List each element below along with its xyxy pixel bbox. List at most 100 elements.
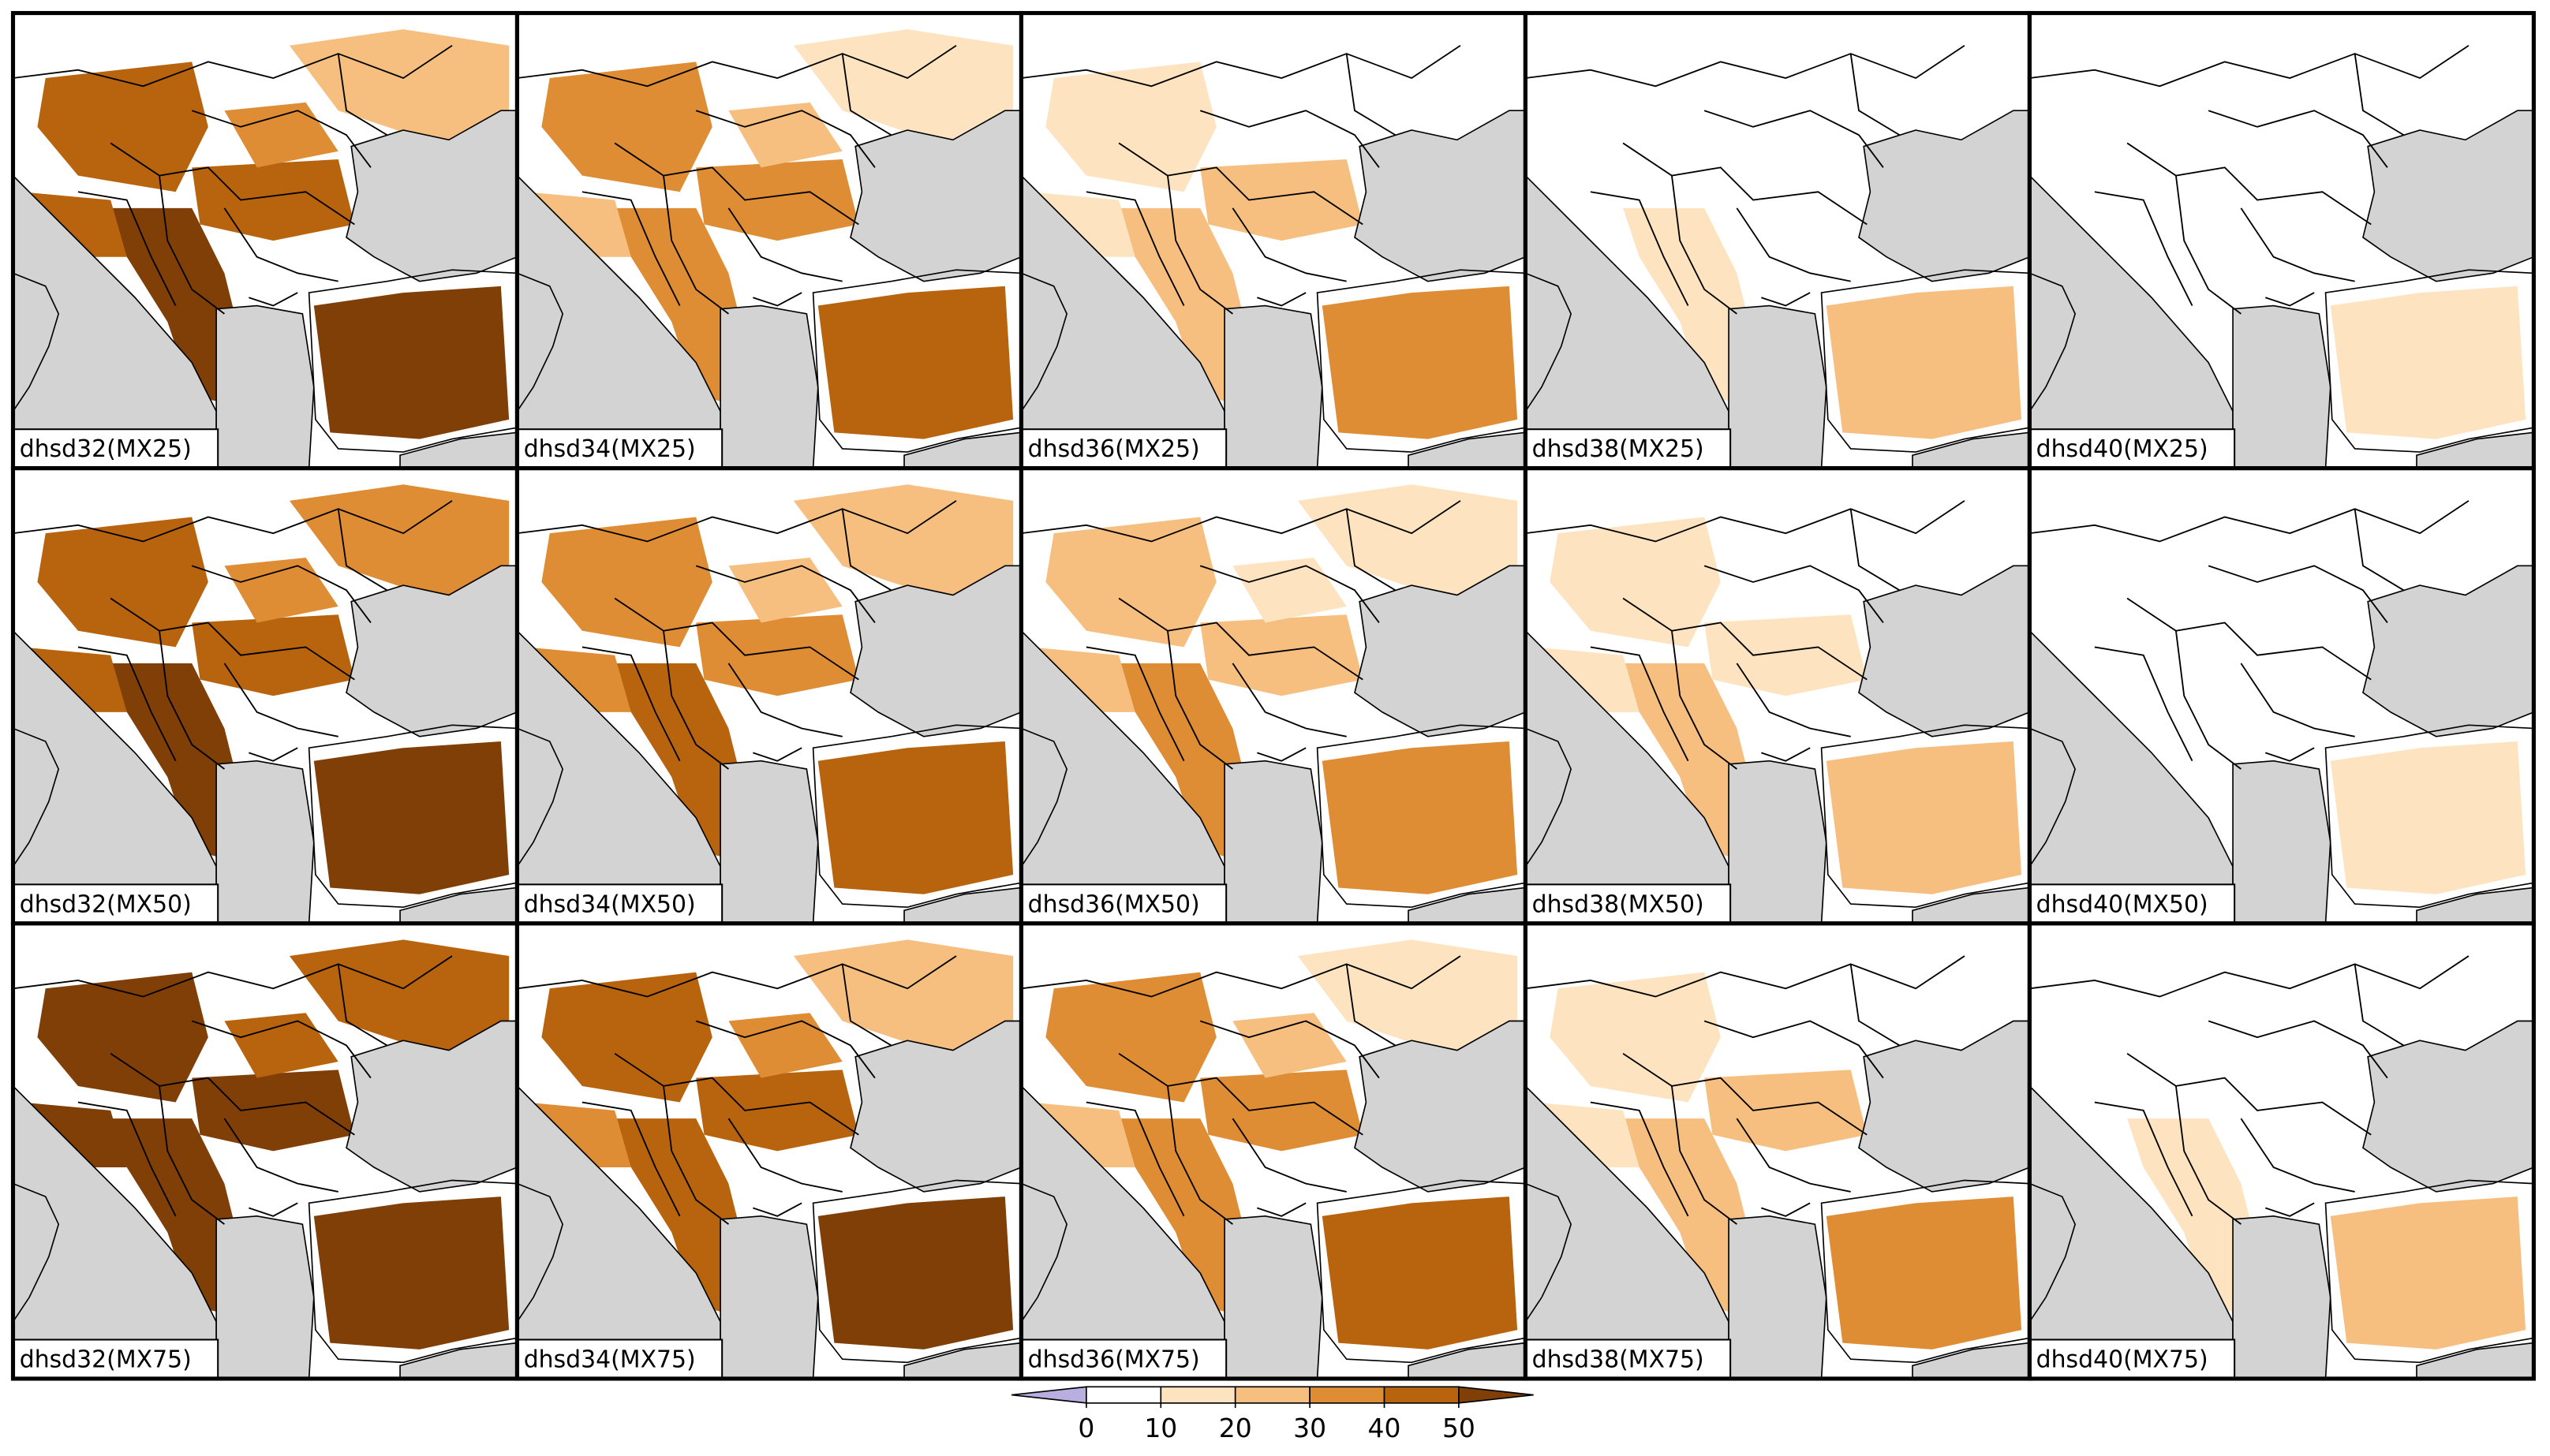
sea: [517, 629, 721, 924]
colorbar-tick-label: 10: [1144, 1413, 1177, 1443]
label-box: [12, 428, 219, 469]
hazard-area: [817, 741, 1014, 894]
panel-label: dhsd40(MX50): [2036, 890, 2208, 918]
country-border: [249, 747, 298, 762]
sea: [215, 304, 315, 469]
map-panel: dhsd38(MX25): [1523, 10, 2032, 471]
country-border: [159, 630, 226, 770]
coast: [308, 1179, 518, 1364]
coast: [1316, 1179, 1526, 1364]
colorbar-tick-label: 20: [1219, 1413, 1252, 1443]
coast: [2324, 269, 2534, 453]
country-border: [841, 53, 892, 136]
sea: [1525, 1085, 1729, 1379]
country-border: [517, 44, 957, 88]
hazard-area: [224, 102, 338, 168]
country-border: [841, 964, 892, 1047]
country-border: [614, 597, 859, 681]
hazard-area: [1297, 484, 1518, 599]
map-content: [517, 923, 1022, 1379]
country-border: [191, 110, 372, 168]
coast: [1820, 269, 2030, 453]
map-panel: dhsd38(MX50): [1523, 466, 2032, 926]
panel-label: dhsd36(MX75): [1028, 1346, 1200, 1374]
country-border: [2208, 110, 2388, 168]
label-box: [516, 428, 723, 469]
country-border: [1167, 1085, 1233, 1225]
hazard-area: [289, 484, 510, 599]
coast: [1021, 1182, 1068, 1323]
country-border: [2264, 292, 2315, 307]
panel-label: dhsd36(MX50): [1028, 890, 1200, 918]
country-border: [614, 142, 859, 226]
sea: [2029, 1085, 2234, 1379]
map-content: [13, 923, 518, 1379]
colorbar-tick-label: 40: [1368, 1413, 1401, 1443]
country-border: [727, 207, 843, 282]
coast: [2324, 1179, 2534, 1364]
sea: [1858, 110, 2030, 282]
country-border: [13, 955, 453, 998]
coast: [308, 269, 518, 453]
sea: [850, 1020, 1022, 1193]
country-border: [663, 175, 729, 315]
map-panel: dhsd36(MX50): [1019, 466, 1528, 926]
sea: [2029, 629, 2234, 924]
country-border: [2240, 1118, 2355, 1193]
country-border: [517, 500, 957, 543]
country-border: [1232, 207, 1347, 282]
country-border: [753, 1202, 802, 1217]
map-content: [2029, 468, 2534, 924]
sea: [1728, 760, 1827, 924]
sea: [903, 431, 1022, 469]
coast: [1021, 727, 1068, 868]
coast: [517, 727, 564, 868]
country-border: [614, 1052, 859, 1136]
coast: [1820, 724, 2030, 909]
country-border: [1167, 630, 1233, 770]
hazard-area: [224, 558, 338, 623]
hazard-area: [1297, 939, 1518, 1054]
sea: [346, 565, 518, 737]
country-border: [663, 630, 729, 770]
hazard-area: [224, 1013, 338, 1078]
country-border: [2029, 955, 2470, 998]
hazard-area: [728, 1013, 843, 1078]
map-panel: dhsd40(MX75): [2027, 921, 2536, 1381]
map-panel: dhsd32(MX50): [10, 466, 520, 926]
sea: [13, 1085, 217, 1379]
map-panel: dhsd34(MX25): [514, 10, 1024, 471]
country-border: [727, 1118, 843, 1193]
coast: [2029, 272, 2077, 413]
coast: [13, 1182, 60, 1323]
country-border: [581, 191, 681, 306]
sea: [1912, 887, 2030, 924]
map-content: [2029, 923, 2534, 1379]
panel-label: dhsd32(MX25): [20, 435, 192, 463]
country-border: [2354, 509, 2404, 592]
panel-label: dhsd40(MX75): [2036, 1346, 2208, 1374]
country-border: [2094, 1101, 2193, 1217]
sea: [720, 1215, 819, 1379]
sea: [1858, 565, 2030, 737]
country-border: [1761, 292, 1811, 307]
hazard-area: [1029, 192, 1135, 257]
country-border: [1257, 747, 1307, 762]
map-content: [1525, 923, 2030, 1379]
map-content: [13, 13, 518, 469]
panel-label: dhsd38(MX75): [1532, 1346, 1704, 1374]
country-border: [337, 509, 388, 592]
sea: [2362, 110, 2534, 282]
sea: [2232, 304, 2331, 469]
hazard-area: [541, 62, 712, 192]
country-border: [191, 565, 372, 624]
colorbar-tick-label: 30: [1293, 1413, 1326, 1443]
panel-label: dhsd34(MX25): [524, 435, 696, 463]
coast: [812, 724, 1022, 909]
country-border: [1199, 1020, 1380, 1079]
hazard-area: [1826, 741, 2022, 894]
country-border: [2174, 630, 2242, 770]
sea: [517, 174, 721, 469]
hazard-area: [313, 1197, 510, 1350]
map-content: [2029, 13, 2534, 469]
